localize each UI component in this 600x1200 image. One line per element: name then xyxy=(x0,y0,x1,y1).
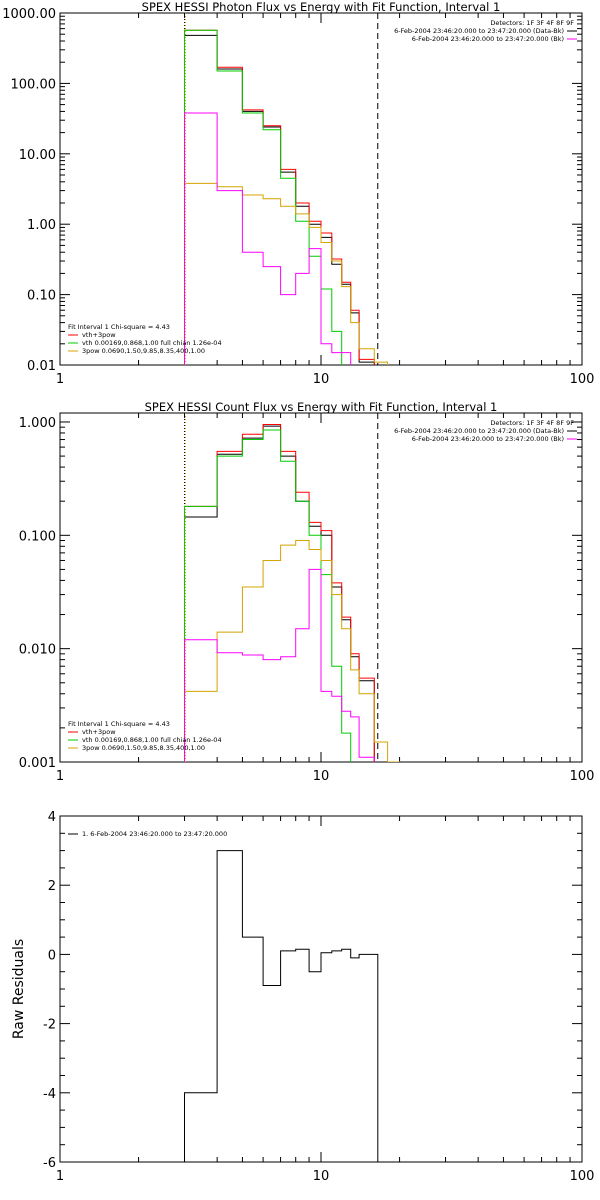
x-tick-label: 1 xyxy=(56,372,64,387)
legend-bottom-left-entry: vth+3pow xyxy=(82,728,116,736)
y-tick-label: -6 xyxy=(43,1156,56,1171)
x-tick-label: 10 xyxy=(313,769,330,784)
series-3pow xyxy=(184,540,401,762)
x-tick-label: 100 xyxy=(570,372,595,387)
legend-bottom-left-entry: vth 0.00169,0.868,1.00 full chian 1.26e-… xyxy=(82,339,222,347)
series-vth-3pow xyxy=(184,29,375,365)
y-tick-label: -4 xyxy=(43,1087,56,1102)
y-tick-label: 0.010 xyxy=(19,643,56,658)
chart-title-0: SPEX HESSI Photon Flux vs Energy with Fi… xyxy=(142,0,501,14)
legend-top-right-entry: 6-Feb-2004 23:46:20.000 to 23:47:20.000 … xyxy=(412,35,564,43)
data-layer-1 xyxy=(184,413,401,762)
series-vth xyxy=(184,429,352,762)
data-layer-2 xyxy=(184,850,379,1162)
x-tick-label: 1 xyxy=(56,769,64,784)
y-axis-label: Raw Residuals xyxy=(11,939,27,1039)
y-tick-label: 1.00 xyxy=(27,218,56,233)
legend-bottom-left-entry: 3pow 0.0690,1.50,9.85,8.35,400,1.00 xyxy=(82,347,205,355)
legend-top-right-entry: 6-Feb-2004 23:46:20.000 to 23:47:20.000 … xyxy=(394,427,564,435)
data-layer-0 xyxy=(184,13,389,365)
series-data-bk xyxy=(184,34,375,365)
series-bk xyxy=(184,568,375,762)
legend-bottom-left-entry: 3pow 0.0690,1.50,9.85,8.35,400,1.00 xyxy=(82,744,205,752)
x-tick-label: 10 xyxy=(313,1169,330,1184)
legend-bottom-left-entry: vth+3pow xyxy=(82,331,116,339)
legend-top-right-entry: Detectors: 1F 3F 4F 8F 9F xyxy=(490,19,574,27)
y-tick-label: 10.00 xyxy=(19,148,56,163)
y-tick-label: 1.000 xyxy=(19,416,56,431)
x-tick-label: 1 xyxy=(56,1169,64,1184)
y-tick-label: 4 xyxy=(48,810,56,825)
y-tick-label: 0.001 xyxy=(19,756,56,771)
legend-top-right-entry: Detectors: 1F 3F 4F 8F 9F xyxy=(490,419,574,427)
y-tick-label: 1000.00 xyxy=(2,7,56,22)
chart-title-1: SPEX HESSI Count Flux vs Energy with Fit… xyxy=(145,400,498,414)
series-vth-3pow xyxy=(184,424,375,762)
x-tick-label: 10 xyxy=(313,372,330,387)
y-tick-label: -2 xyxy=(43,1018,56,1033)
y-tick-label: 100.00 xyxy=(11,77,57,92)
legend-fit-header: Fit Interval 1 Chi-square = 4.43 xyxy=(68,323,170,331)
legend-fit-header: Fit Interval 1 Chi-square = 4.43 xyxy=(68,720,170,728)
series-vth xyxy=(184,29,343,365)
x-tick-label: 100 xyxy=(570,1169,595,1184)
plot-frame-2 xyxy=(59,815,583,1163)
series-bk xyxy=(184,112,352,365)
y-tick-label: 0.10 xyxy=(27,289,56,304)
legend-top-left-entry: 1. 6-Feb-2004 23:46:20.000 to 23:47:20.0… xyxy=(82,830,227,838)
legend-bottom-left-entry: vth 0.00169,0.868,1.00 full chian 1.26e-… xyxy=(82,736,222,744)
series-residuals xyxy=(184,850,379,1162)
y-tick-label: 0.01 xyxy=(27,359,56,374)
legend-top-right-entry: 6-Feb-2004 23:46:20.000 to 23:47:20.000 … xyxy=(412,435,564,443)
y-tick-label: 0.100 xyxy=(19,529,56,544)
y-tick-label: 2 xyxy=(48,879,56,894)
series-data-bk xyxy=(184,425,375,762)
x-tick-label: 100 xyxy=(570,769,595,784)
y-tick-label: 0 xyxy=(48,948,56,963)
legend-top-right-entry: 6-Feb-2004 23:46:20.000 to 23:47:20.000 … xyxy=(394,27,564,35)
